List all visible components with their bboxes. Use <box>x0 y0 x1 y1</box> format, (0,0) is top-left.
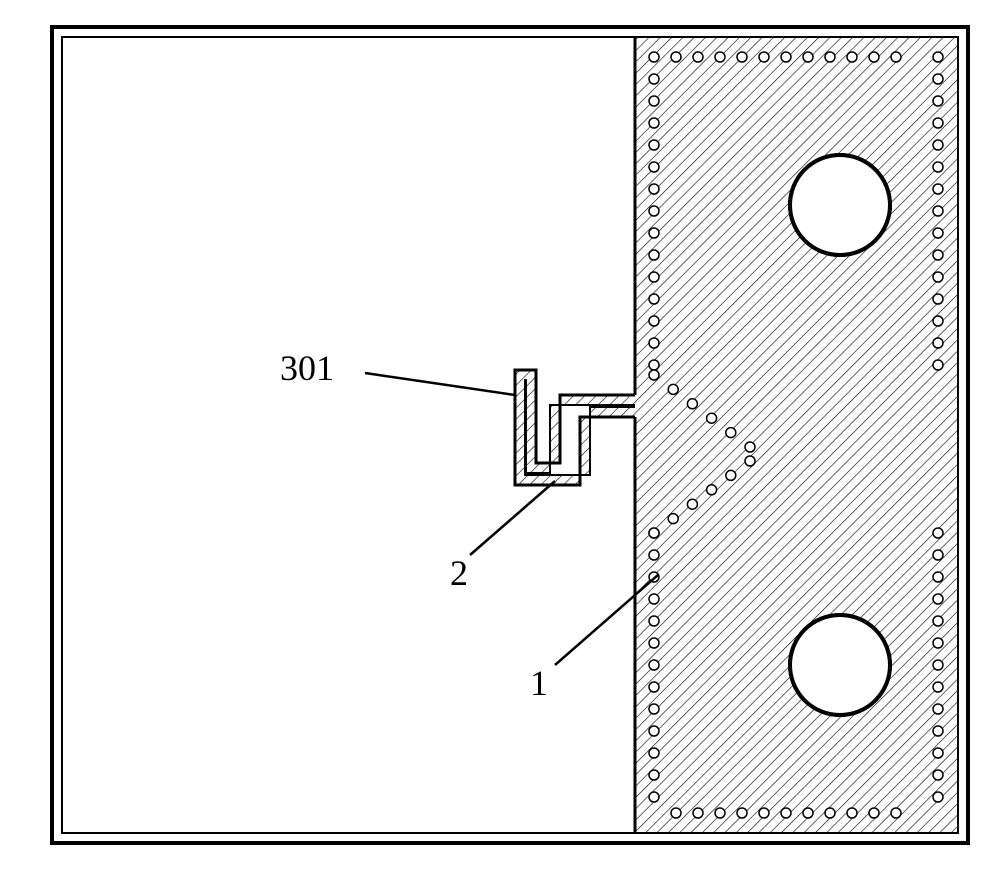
callout-label: 2 <box>450 553 468 593</box>
diagram-container: 301 2 1 <box>50 25 970 845</box>
callout-label: 1 <box>530 663 548 703</box>
callout-label: 301 <box>280 348 334 388</box>
engineering-diagram: 301 2 1 <box>50 25 970 845</box>
